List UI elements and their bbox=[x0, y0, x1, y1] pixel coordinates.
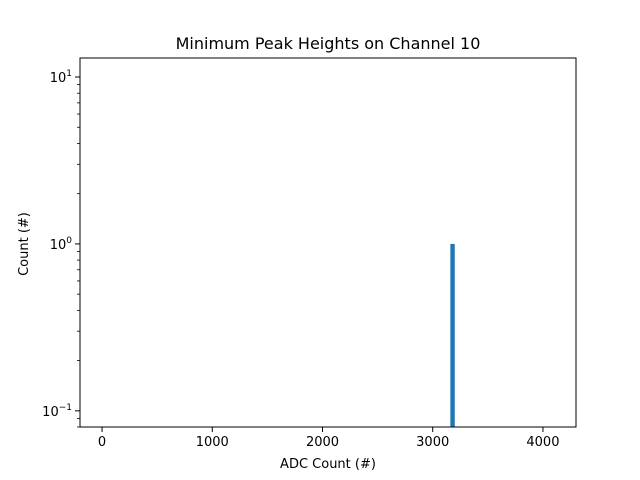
x-tick-label-3: 3000 bbox=[416, 435, 449, 450]
y-tick-label-0: 10−1 bbox=[42, 403, 72, 420]
y-tick-label-2: 101 bbox=[50, 69, 72, 86]
y-axis-label: Count (#) bbox=[17, 212, 32, 276]
x-tick-label-2: 2000 bbox=[306, 435, 339, 450]
x-tick-label-1: 1000 bbox=[196, 435, 229, 450]
axes-frame bbox=[79, 57, 577, 428]
histogram-bar-0 bbox=[450, 243, 455, 427]
x-tick-label-4: 4000 bbox=[526, 435, 559, 450]
x-tick-label-0: 0 bbox=[98, 435, 106, 450]
x-axis-label: ADC Count (#) bbox=[280, 457, 376, 472]
y-tick-label-1: 100 bbox=[50, 236, 73, 253]
plot-area: 0 1000 2000 3000 4000 10−1 100 101 bbox=[42, 57, 577, 450]
chart-title: Minimum Peak Heights on Channel 10 bbox=[176, 34, 481, 53]
